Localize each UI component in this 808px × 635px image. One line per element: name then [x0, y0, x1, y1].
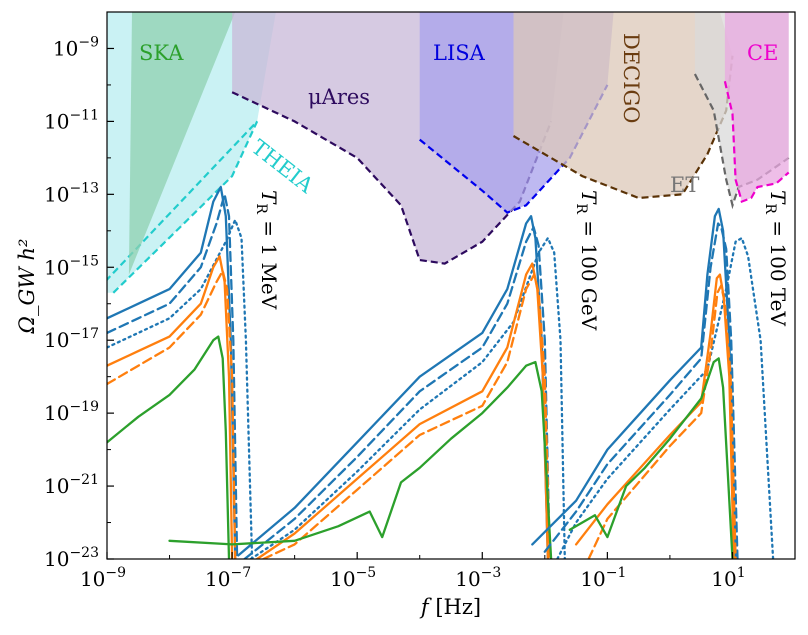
y-tick-label: 10−13: [44, 180, 99, 206]
x-tick-label: 101: [711, 565, 745, 591]
series-line-16: [587, 284, 737, 559]
series-line-0: [107, 185, 237, 559]
label-et: ET: [670, 173, 699, 197]
series-line-4: [107, 269, 237, 559]
region-ce: [724, 12, 789, 202]
x-tick-label: 10−5: [330, 565, 376, 591]
y-axis-title: Ω_GW h²: [15, 239, 39, 335]
region-ce-boundary: [723, 81, 790, 204]
region-muares-boundary: [231, 91, 553, 265]
y-tick-label: 10−17: [44, 326, 99, 352]
series-line-14: [556, 236, 775, 559]
region-theia-boundary: [107, 120, 259, 294]
sensitivity-regions: [107, 12, 790, 294]
x-tick-label: 10−7: [205, 565, 251, 591]
series-line-9: [255, 262, 550, 559]
region-decigo: [513, 12, 733, 198]
x-axis: 10−9 10−7 10−5 10−3 10−1 101: [80, 552, 796, 591]
label-ska: SKA: [139, 41, 184, 65]
series-line-3: [107, 255, 234, 559]
series-line-7: [243, 226, 551, 559]
region-ska: [128, 12, 236, 275]
x-axis-title: f [Hz]: [419, 595, 481, 619]
y-tick-label: 10−21: [44, 472, 99, 498]
y-tick-label: 10−19: [44, 399, 99, 425]
plot-frame: [106, 11, 796, 560]
series-line-8: [249, 236, 566, 559]
series-line-17: [568, 357, 734, 559]
series-line-12: [531, 207, 737, 559]
label-muares: μAres: [308, 85, 370, 109]
series-line-11: [168, 360, 553, 559]
y-tick-label: 10−11: [44, 107, 99, 133]
tr-100tev-label: TR = 100 TeV: [762, 190, 790, 327]
x-tick-label: 10−9: [80, 565, 126, 591]
x-tick-label: 10−3: [455, 565, 501, 591]
y-tick-label: 10−23: [44, 545, 99, 571]
label-decigo: DECIGO: [619, 33, 643, 124]
series-line-5: [107, 335, 231, 559]
x-tick-label: 10−1: [580, 565, 626, 591]
label-theia: THEIA: [247, 135, 318, 198]
tr-100gev-label: TR = 100 GeV: [573, 190, 601, 331]
label-lisa: LISA: [433, 41, 486, 65]
label-ce: CE: [747, 41, 778, 65]
series-line-10: [262, 273, 551, 559]
series-line-2: [107, 218, 254, 559]
y-axis: 10−9 10−11 10−13 10−15 10−17 10−19 10−21 10−23: [44, 11, 114, 571]
series-lines: [107, 185, 775, 559]
series-line-1: [107, 193, 239, 559]
tr-1mev-label: TR = 1 MeV: [253, 190, 281, 310]
series-line-6: [237, 215, 550, 559]
y-tick-label: 10−9: [53, 34, 99, 60]
reheating-temperature-labels: TR = 1 MeV TR = 100 GeV TR = 100 TeV: [253, 190, 790, 331]
y-tick-label: 10−15: [44, 253, 99, 279]
